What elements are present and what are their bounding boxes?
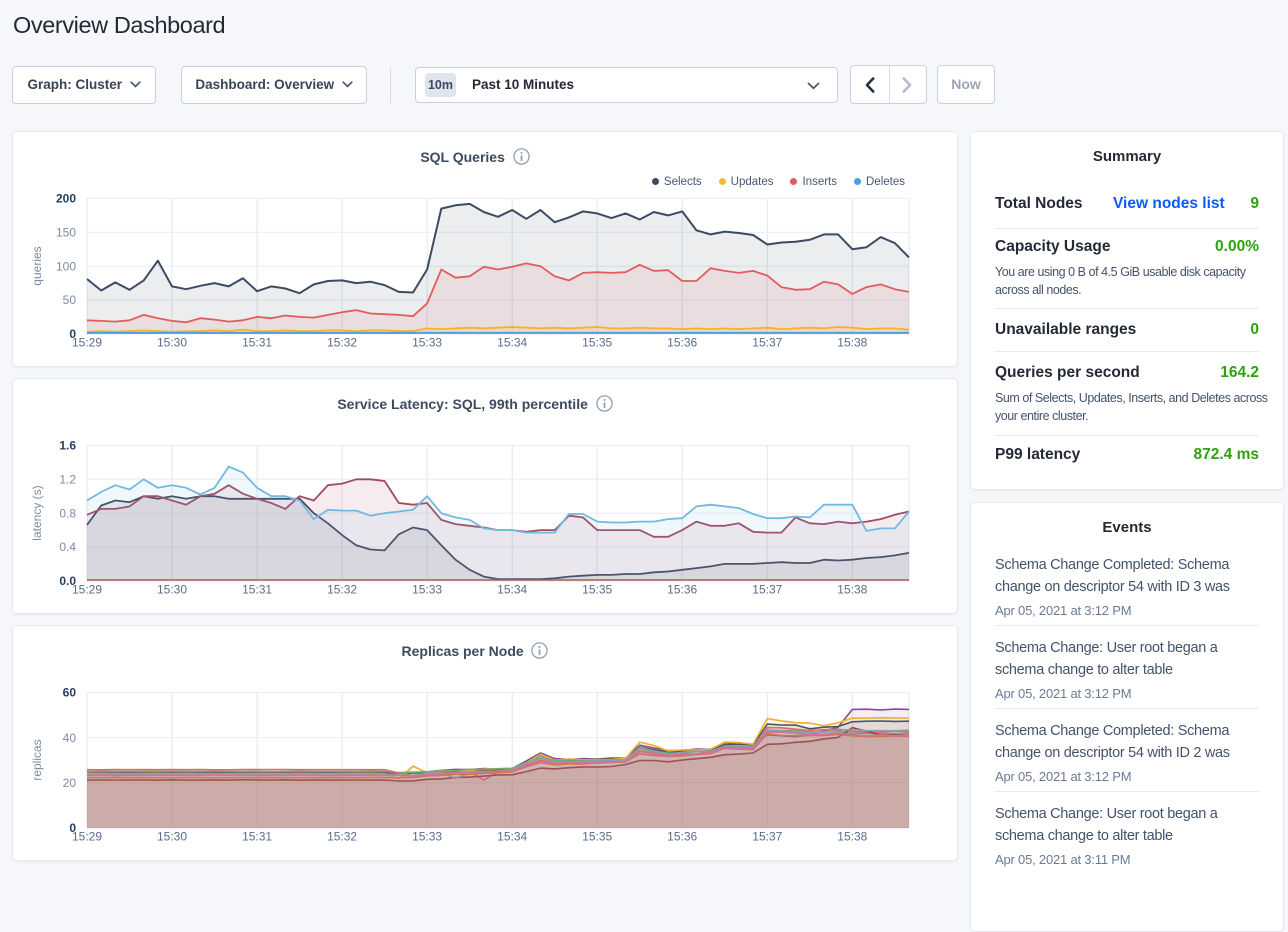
svg-text:15:36: 15:36 (667, 336, 697, 350)
svg-text:15:31: 15:31 (242, 583, 272, 597)
svg-text:50: 50 (63, 293, 77, 307)
svg-text:15:30: 15:30 (157, 336, 187, 350)
svg-text:1.2: 1.2 (59, 473, 76, 487)
svg-text:15:33: 15:33 (412, 830, 442, 844)
svg-text:latency (s): latency (s) (30, 485, 44, 540)
svg-text:15:29: 15:29 (72, 830, 102, 844)
svg-text:150: 150 (56, 226, 76, 240)
svg-text:15:31: 15:31 (242, 336, 272, 350)
svg-text:15:29: 15:29 (72, 336, 102, 350)
svg-text:15:32: 15:32 (327, 336, 357, 350)
svg-text:40: 40 (63, 731, 77, 745)
svg-text:15:34: 15:34 (497, 583, 527, 597)
svg-text:0.4: 0.4 (59, 540, 76, 554)
svg-text:15:33: 15:33 (412, 583, 442, 597)
svg-text:15:37: 15:37 (752, 336, 782, 350)
svg-text:0.0: 0.0 (59, 574, 76, 588)
svg-text:0: 0 (69, 327, 76, 341)
svg-text:15:30: 15:30 (157, 583, 187, 597)
svg-text:15:35: 15:35 (582, 830, 612, 844)
svg-text:0: 0 (69, 821, 76, 835)
svg-text:0.8: 0.8 (59, 506, 76, 520)
svg-text:15:32: 15:32 (327, 583, 357, 597)
svg-text:15:33: 15:33 (412, 336, 442, 350)
svg-text:15:34: 15:34 (497, 830, 527, 844)
svg-text:15:30: 15:30 (157, 830, 187, 844)
svg-text:15:38: 15:38 (837, 830, 867, 844)
svg-text:15:35: 15:35 (582, 336, 612, 350)
svg-text:100: 100 (56, 259, 76, 273)
svg-text:15:37: 15:37 (752, 583, 782, 597)
svg-text:15:35: 15:35 (582, 583, 612, 597)
svg-text:200: 200 (56, 192, 76, 206)
svg-text:1.6: 1.6 (59, 439, 76, 453)
svg-text:15:38: 15:38 (837, 336, 867, 350)
svg-text:replicas: replicas (30, 739, 44, 780)
svg-text:60: 60 (63, 686, 77, 700)
svg-text:15:29: 15:29 (72, 583, 102, 597)
svg-text:15:36: 15:36 (667, 583, 697, 597)
svg-text:15:31: 15:31 (242, 830, 272, 844)
svg-text:20: 20 (63, 776, 77, 790)
svg-text:queries: queries (30, 246, 44, 285)
svg-text:15:36: 15:36 (667, 830, 697, 844)
svg-text:15:38: 15:38 (837, 583, 867, 597)
svg-text:15:34: 15:34 (497, 336, 527, 350)
svg-text:15:32: 15:32 (327, 830, 357, 844)
svg-text:15:37: 15:37 (752, 830, 782, 844)
